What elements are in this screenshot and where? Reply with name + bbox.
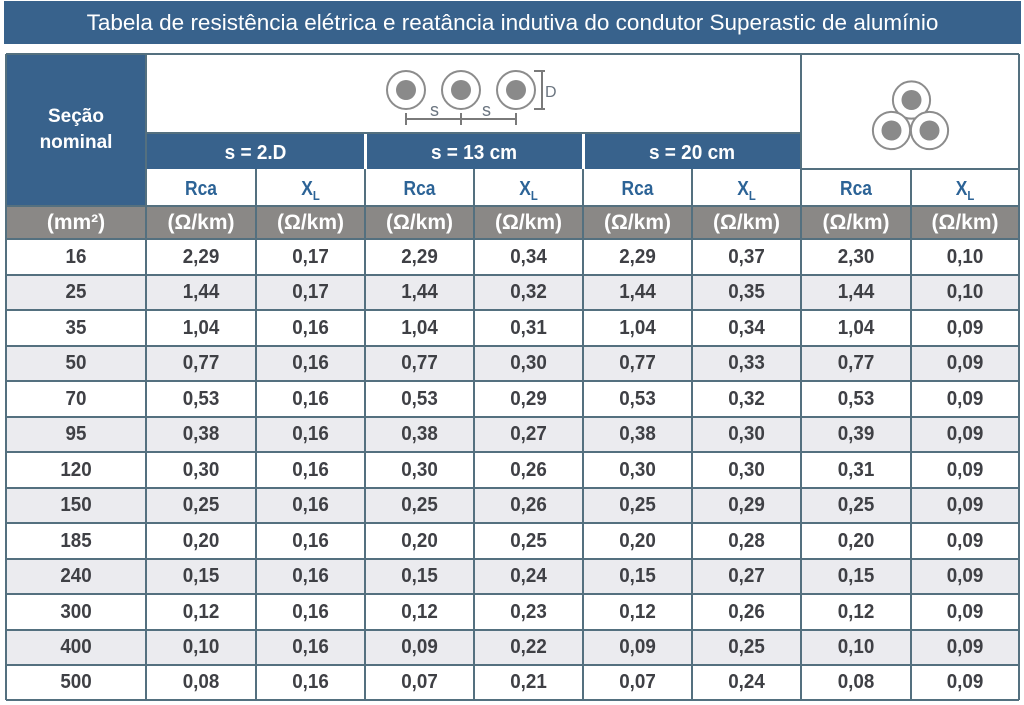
svg-text:D: D <box>545 84 557 101</box>
svg-text:s: s <box>482 100 491 120</box>
svg-text:s: s <box>430 100 439 120</box>
